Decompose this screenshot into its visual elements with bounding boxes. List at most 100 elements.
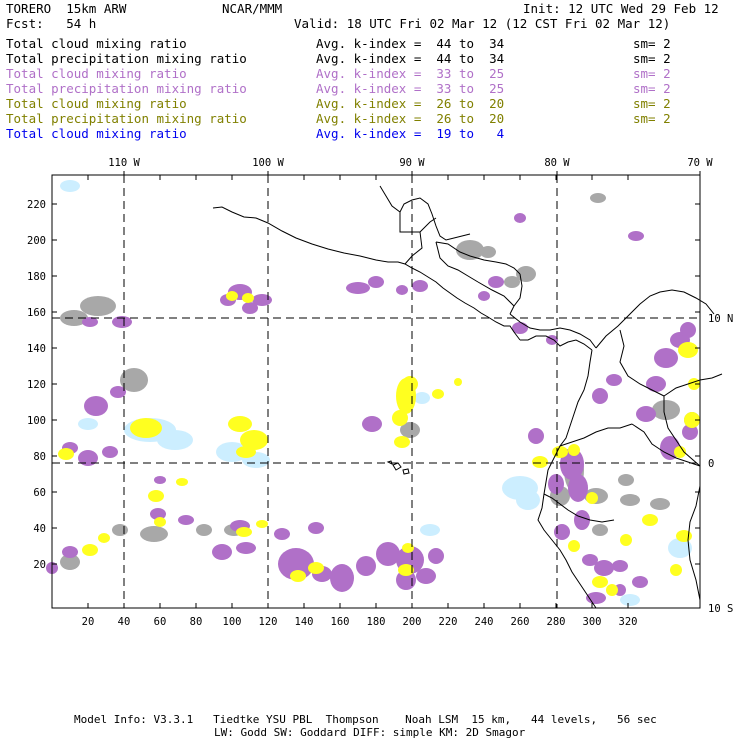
purple-cloud-patch <box>112 316 132 328</box>
y-tick-label: 160 <box>27 307 46 319</box>
yellow-cloud-patch <box>58 448 74 460</box>
lightblue-cloud-patch <box>216 442 248 462</box>
galapagos-island-2 <box>402 468 410 475</box>
purple-cloud-patch <box>242 302 258 314</box>
purple-cloud-patch <box>636 406 656 422</box>
x-tick-label: 320 <box>619 616 638 628</box>
legend-kindex-range: Avg. k-index = 33 to 25 <box>316 81 505 96</box>
purple-cloud-patch <box>548 474 564 494</box>
border-colombia-ecuador <box>559 423 633 447</box>
purple-cloud-patch <box>396 285 408 295</box>
init-time: Init: 12 UTC Wed 29 Feb 12 <box>523 1 719 16</box>
legend-field-name: Total cloud mixing ratio <box>6 126 187 141</box>
yellow-cloud-patch <box>256 520 268 528</box>
lightblue-cloud-patch <box>516 490 540 510</box>
x-tick-label: 80 <box>190 616 203 628</box>
lightblue-cloud-patch <box>668 538 692 558</box>
purple-cloud-patch <box>110 386 126 398</box>
legend-field-name: Total cloud mixing ratio <box>6 96 187 111</box>
yellow-cloud-patch <box>568 444 580 456</box>
lightblue-cloud-patch <box>157 430 193 450</box>
legend-smoothing: sm= 2 <box>633 81 671 96</box>
longitude-label: 80 W <box>544 157 570 169</box>
border-venezuela-brazil <box>663 373 723 397</box>
purple-cloud-patch <box>560 448 584 480</box>
x-tick-label: 200 <box>403 616 422 628</box>
border-belize <box>419 217 437 233</box>
purple-cloud-patch <box>428 548 444 564</box>
x-tick-label: 300 <box>583 616 602 628</box>
y-tick-label: 120 <box>27 379 46 391</box>
lightblue-cloud-patch <box>414 392 430 404</box>
lightblue-cloud-patch <box>420 524 440 536</box>
yellow-cloud-patch <box>398 564 414 576</box>
purple-cloud-patch <box>82 317 98 327</box>
organization-label: NCAR/MMM <box>222 1 283 16</box>
yellow-cloud-patch <box>226 291 238 301</box>
gray-cloud-patch <box>480 246 496 258</box>
gray-cloud-patch <box>504 276 520 288</box>
gray-cloud-patch <box>618 474 634 486</box>
lightblue-cloud-patch <box>78 418 98 430</box>
physics-info: LW: Godd SW: Goddard DIFF: simple KM: 2D… <box>214 726 526 739</box>
legend-field-name: Total precipitation mixing ratio <box>6 111 247 126</box>
forecast-hour: Fcst: 54 h <box>6 16 97 31</box>
purple-cloud-patch <box>412 280 428 292</box>
purple-cloud-patch <box>680 322 696 338</box>
purple-cloud-patch <box>582 554 598 566</box>
purple-cloud-patch <box>308 522 324 534</box>
latitude-label: 10 S <box>708 603 733 615</box>
border-colombia-venezuela <box>619 329 665 397</box>
coastline-colombia-pacific <box>537 349 597 609</box>
legend-field-name: Total precipitation mixing ratio <box>6 51 247 66</box>
purple-cloud-patch <box>376 542 400 566</box>
gray-cloud-patch <box>620 494 640 506</box>
purple-cloud-patch <box>274 528 290 540</box>
yellow-cloud-patch <box>98 533 110 543</box>
yellow-cloud-patch <box>130 418 162 438</box>
x-tick-label: 240 <box>475 616 494 628</box>
y-tick-label: 220 <box>27 199 46 211</box>
purple-cloud-patch <box>574 510 590 530</box>
yellow-cloud-patch <box>394 436 410 448</box>
purple-cloud-patch <box>346 282 370 294</box>
purple-cloud-patch <box>512 322 528 334</box>
legend-kindex-range: Avg. k-index = 19 to 4 <box>316 126 505 141</box>
yellow-cloud-patch <box>228 416 252 432</box>
legend-smoothing: sm= 2 <box>633 51 671 66</box>
yellow-cloud-patch <box>402 376 418 392</box>
purple-cloud-patch <box>568 474 588 502</box>
longitude-label: 100 W <box>252 157 284 169</box>
legend-kindex-range: Avg. k-index = 44 to 34 <box>316 36 505 51</box>
yellow-cloud-patch <box>176 478 188 486</box>
yellow-cloud-patch <box>684 412 700 428</box>
gray-cloud-patch <box>60 554 80 570</box>
cloud-field-layer <box>46 180 700 606</box>
axis-labels: 20 40 60 80 100 120 140 160 180 200 220 240 260 280 30… <box>27 157 733 628</box>
yellow-cloud-patch <box>148 490 164 502</box>
yellow-cloud-patch <box>606 584 618 596</box>
coastline-panama-south <box>520 335 593 351</box>
yellow-cloud-patch <box>308 562 324 574</box>
yellow-cloud-patch <box>82 544 98 556</box>
gray-cloud-patch <box>196 524 212 536</box>
purple-cloud-patch <box>594 560 614 576</box>
yellow-cloud-patch <box>290 570 306 582</box>
yellow-cloud-patch <box>620 534 632 546</box>
border-colombia-brazil <box>663 396 701 467</box>
purple-cloud-patch <box>78 450 98 466</box>
purple-cloud-patch <box>84 396 108 416</box>
purple-cloud-patch <box>514 213 526 223</box>
x-tick-label: 280 <box>547 616 566 628</box>
legend-field-name: Total precipitation mixing ratio <box>6 81 247 96</box>
purple-cloud-patch <box>646 376 666 392</box>
gray-cloud-patch <box>140 526 168 542</box>
purple-cloud-patch <box>632 576 648 588</box>
x-tick-label: 40 <box>118 616 131 628</box>
yellow-cloud-patch <box>532 456 548 468</box>
purple-cloud-patch <box>416 568 436 584</box>
yellow-cloud-patch <box>236 446 256 458</box>
yellow-cloud-patch <box>454 378 462 386</box>
y-tick-label: 200 <box>27 235 46 247</box>
y-tick-label: 180 <box>27 271 46 283</box>
